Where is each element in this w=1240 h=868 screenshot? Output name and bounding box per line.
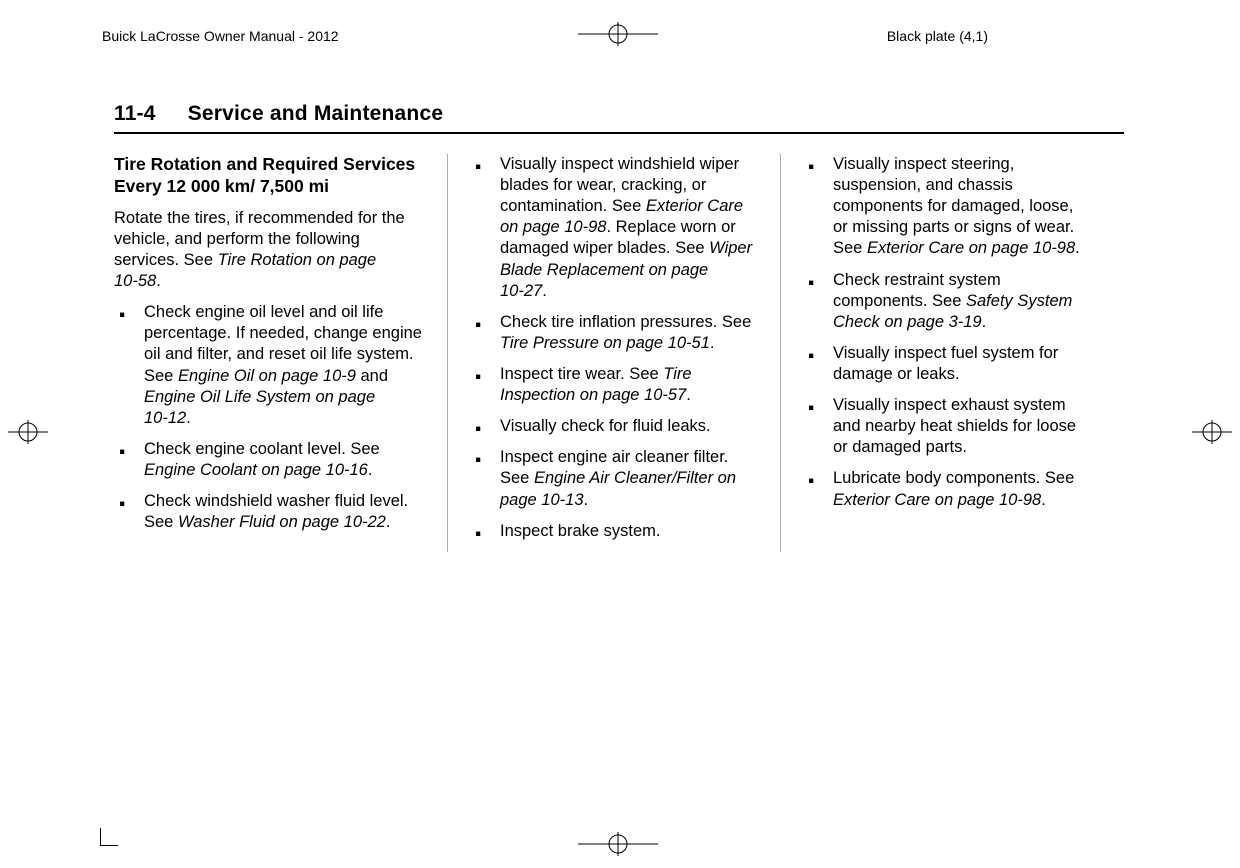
- li-text: Visually check for fluid leaks.: [500, 417, 711, 435]
- list-item: Visually inspect windshield wiper blades…: [470, 154, 758, 302]
- li-text: Inspect brake system.: [500, 522, 660, 540]
- list-item: Check windshield washer fluid level. See…: [114, 491, 425, 533]
- running-head-left: Buick LaCrosse Owner Manual - 2012: [102, 28, 339, 44]
- running-head-right: Black plate (4,1): [887, 28, 988, 44]
- crop-mark-bottom-icon: [578, 832, 658, 856]
- column-2: Visually inspect windshield wiper blades…: [447, 154, 780, 552]
- li-xref: Exterior Care on page 10‑98: [867, 239, 1075, 257]
- li-text: and: [356, 367, 388, 385]
- li-text: Check engine coolant level. See: [144, 440, 380, 458]
- section-number: 11-4: [114, 102, 156, 125]
- section-title: Service and Maintenance: [188, 102, 444, 125]
- li-text: Check tire inflation pressures. See: [500, 313, 751, 331]
- li-text: .: [386, 513, 391, 531]
- li-text: .: [1075, 239, 1080, 257]
- li-text: .: [1041, 491, 1046, 509]
- li-text: Visually inspect fuel system for damage …: [833, 344, 1058, 383]
- list-item: Lubricate body components. See Exterior …: [803, 468, 1091, 510]
- list-item: Check engine oil level and oil life perc…: [114, 302, 425, 429]
- li-xref: Washer Fluid on page 10‑22: [178, 513, 386, 531]
- list-item: Visually inspect exhaust system and near…: [803, 395, 1091, 458]
- li-text: Lubricate body components. See: [833, 469, 1074, 487]
- li-text: .: [686, 386, 691, 404]
- crop-mark-left-icon: [8, 420, 48, 444]
- li-text: Visually inspect exhaust system and near…: [833, 396, 1076, 456]
- section-heading: 11-4 Service and Maintenance: [114, 102, 1124, 126]
- list-item: Visually inspect steering, suspension, a…: [803, 154, 1091, 260]
- intro-text-end: .: [156, 272, 161, 290]
- li-xref: Engine Coolant on page 10‑16: [144, 461, 368, 479]
- li-text: .: [584, 491, 589, 509]
- li-xref: Engine Oil on page 10‑9: [178, 367, 356, 385]
- list-item: Check tire inflation pressures. See Tire…: [470, 312, 758, 354]
- column-3: Visually inspect steering, suspension, a…: [780, 154, 1113, 552]
- page-content: 11-4 Service and Maintenance Tire Rotatio…: [114, 102, 1124, 552]
- li-text: .: [982, 313, 987, 331]
- bullet-list-3: Visually inspect steering, suspension, a…: [803, 154, 1091, 511]
- li-xref: Tire Pressure on page 10‑51: [500, 334, 710, 352]
- content-columns: Tire Rotation and Required Services Ever…: [114, 154, 1124, 552]
- list-item: Inspect brake system.: [470, 521, 758, 542]
- list-item: Check restraint system components. See S…: [803, 270, 1091, 333]
- li-text: .: [710, 334, 715, 352]
- subheading: Tire Rotation and Required Services Ever…: [114, 154, 425, 198]
- list-item: Inspect tire wear. See Tire Inspection o…: [470, 364, 758, 406]
- crop-mark-top-icon: [578, 22, 658, 46]
- li-xref: Exterior Care on page 10‑98: [833, 491, 1041, 509]
- li-xref: Engine Air Cleaner/Filter on page 10‑13: [500, 469, 736, 508]
- li-text: .: [542, 282, 547, 300]
- list-item: Visually inspect fuel system for damage …: [803, 343, 1091, 385]
- corner-mark-icon: [100, 828, 118, 846]
- heading-rule: [114, 132, 1124, 134]
- list-item: Inspect engine air cleaner filter. See E…: [470, 447, 758, 510]
- list-item: Visually check for fluid leaks.: [470, 416, 758, 437]
- li-text: Inspect tire wear. See: [500, 365, 663, 383]
- li-text: .: [186, 409, 191, 427]
- li-xref: Engine Oil Life System on page 10‑12: [144, 388, 375, 427]
- intro-paragraph: Rotate the tires, if recommended for the…: [114, 208, 425, 292]
- list-item: Check engine coolant level. See Engine C…: [114, 439, 425, 481]
- bullet-list-2: Visually inspect windshield wiper blades…: [470, 154, 758, 542]
- column-1: Tire Rotation and Required Services Ever…: [114, 154, 447, 552]
- li-text: .: [368, 461, 373, 479]
- crop-mark-right-icon: [1192, 420, 1232, 444]
- bullet-list-1: Check engine oil level and oil life perc…: [114, 302, 425, 533]
